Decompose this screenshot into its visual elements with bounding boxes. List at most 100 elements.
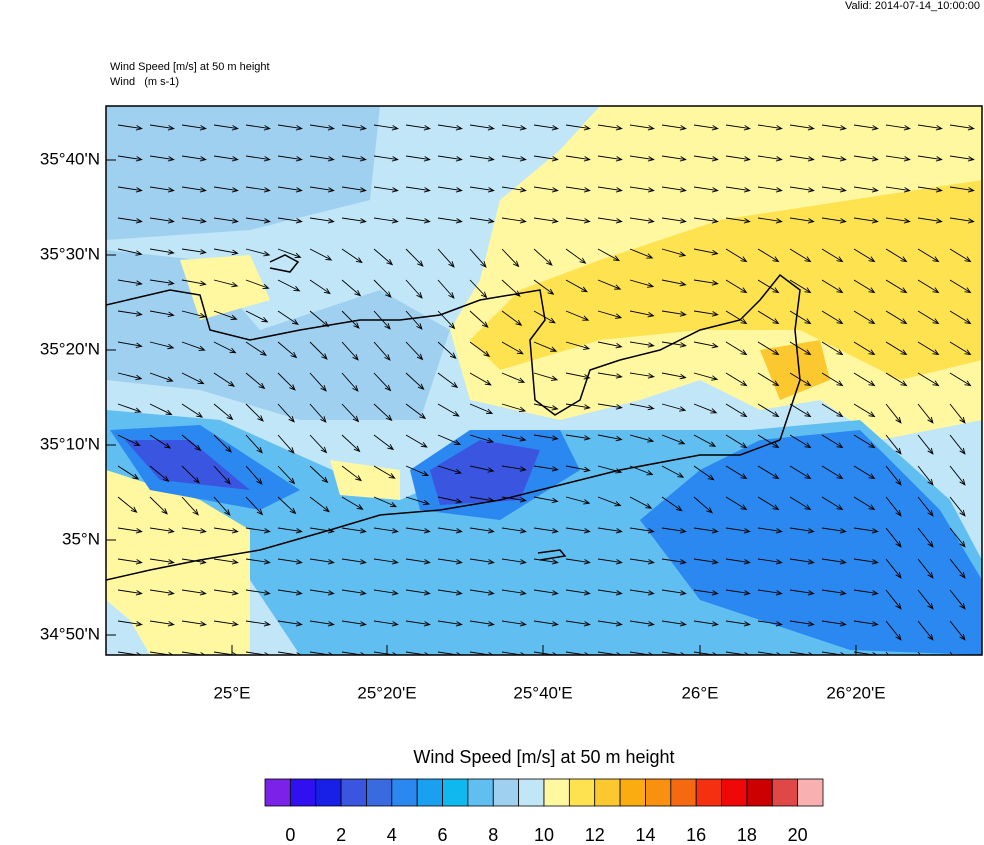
wind-arrow [405,310,423,330]
colorbar-box [568,778,596,807]
wind-arrow [693,279,719,286]
wind-arrow [565,124,591,131]
lat-label: 35°30'N [40,244,100,263]
wind-arrow [821,558,847,565]
wind-arrow [565,403,591,410]
wind-arrow [789,341,812,356]
wind-arrow [245,434,263,454]
wind-arrow [789,620,815,627]
wind-arrow [757,279,780,294]
colorbar-label: 4 [387,825,397,845]
colorbar-box [264,778,291,807]
wind-arrow [565,341,591,350]
wind-arrow [821,155,847,162]
colorbar-label: 14 [635,825,655,845]
wind-arrow [757,496,780,511]
wind-arrow [277,279,301,292]
wind-arrow [693,527,719,534]
wind-arrow [405,620,431,627]
wind-arrow [629,589,655,596]
wind-arrow [565,558,591,565]
wind-arrow [309,589,335,596]
wind-arrow [437,124,463,131]
wind-arrow [757,465,780,480]
wind-arrow [533,589,559,596]
wind-arrow [309,434,328,454]
wind-arrow [277,465,296,485]
colorbar-box [467,778,494,807]
wind-arrow [245,527,271,534]
wind-arrow [373,496,398,508]
wind-arrow [853,186,879,193]
wind-arrow [117,279,143,286]
wind-arrow [341,341,359,361]
wind-arrow [821,620,847,627]
wind-arrow [629,124,655,131]
wind-arrow [853,558,879,565]
wind-arrow [469,403,494,414]
wind-arrow [341,310,360,329]
colorbar-label: 6 [438,825,448,845]
wind-arrow [789,465,812,480]
wind-arrow [821,186,847,193]
wind-arrow [597,496,622,507]
wind-arrow [533,186,559,193]
wind-arrow [917,620,934,641]
wind-arrow [789,186,815,193]
wind-arrow [917,496,934,517]
colorbar-label: 10 [534,825,554,845]
wind-arrow [149,558,175,565]
wind-arrow [501,248,520,268]
wind-arrow [693,558,719,565]
wind-arrow [693,372,719,381]
wind-arrow [597,124,623,131]
wind-arrow [565,279,588,293]
wind-arrow [373,434,395,451]
wind-arrow [693,620,719,627]
lat-label: 35°10'N [40,434,100,453]
wind-arrow [725,248,748,263]
wind-arrow [661,558,687,565]
wind-arrow [853,310,876,325]
wind-arrow [277,372,296,391]
wind-arrow [565,248,587,264]
wind-arrow [725,124,751,131]
wind-arrow [725,527,751,534]
wind-arrow [245,186,271,193]
wind-arrow [757,186,783,193]
wind-arrow [437,372,459,389]
wind-arrow [405,217,431,224]
wind-arrow [917,186,943,193]
wind-arrow [597,434,623,442]
lat-label: 35°20'N [40,339,100,358]
wind-arrow [373,310,391,330]
wind-arrow [885,403,902,424]
wind-arrow [661,496,683,512]
wind-arrow [277,310,299,326]
wind-arrow [277,248,302,259]
wind-arrow [309,527,335,534]
wind-arrow [341,124,367,131]
colorbar-box [289,778,317,807]
lon-label: 25°20'E [357,683,416,702]
wind-arrow [693,589,719,596]
wind-arrow [309,558,335,565]
colorbar-label: 8 [488,825,498,845]
wind-arrow [757,620,783,627]
wind-arrow [757,248,780,263]
colorbar-box [721,778,748,807]
island [269,254,300,273]
wind-arrow [341,155,367,162]
coastline [106,439,781,581]
wind-arrow [661,248,687,257]
wind-arrow [533,341,558,352]
field-region [125,440,250,490]
wind-arrow [533,465,559,472]
lat-label: 35°40'N [40,149,100,168]
wind-arrow [725,620,751,627]
map [106,106,982,655]
wind-arrow [181,279,207,287]
wind-arrow [501,155,527,162]
wind-arrow [853,527,879,534]
wind-arrow [949,186,975,193]
